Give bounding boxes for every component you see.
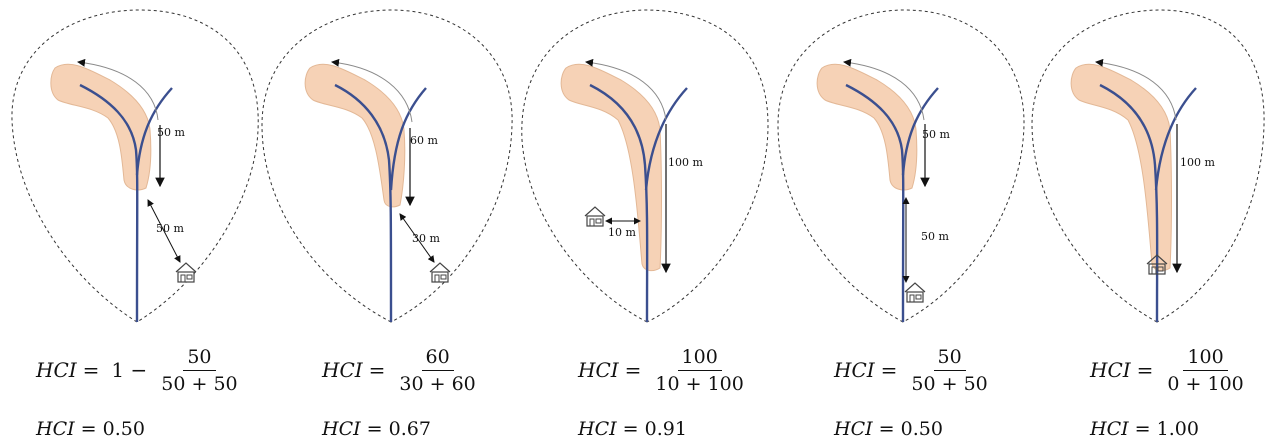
formula-numerator: 100 [677, 346, 722, 371]
formula-symbol: HCI [1090, 358, 1131, 382]
result-panel-1: HCI = 0.50 [36, 418, 145, 440]
formula-symbol: HCI [36, 358, 77, 382]
formula-fraction: 50 50 + 50 [907, 346, 991, 395]
stream-channel [589, 83, 649, 323]
formula-numerator: 50 [183, 346, 216, 371]
house-distance-arrow [399, 213, 435, 263]
stream-channel [79, 83, 139, 323]
flow-path-arrow [1095, 58, 1177, 121]
formula-numerator: 60 [421, 346, 454, 371]
panel-2: 60 m 30 m [261, 9, 513, 323]
flow-path-arrow [843, 58, 925, 121]
formula-numerator: 100 [1183, 346, 1228, 371]
formula-panel-3: HCI = 100 10 + 100 [578, 340, 748, 400]
upstream-distance-label: 100 m [1180, 156, 1215, 169]
house-icon [1146, 254, 1168, 275]
hci-value: 0.50 [900, 418, 943, 440]
house-icon [429, 262, 451, 283]
formula-fraction: 60 30 + 60 [395, 346, 479, 395]
formula-denominator: 0 + 100 [1167, 372, 1244, 395]
formula-denominator: 50 + 50 [911, 372, 988, 395]
panel-4: 50 m 50 m [777, 9, 1025, 323]
flow-path-arrow [331, 58, 413, 123]
hci-value: 0.91 [644, 418, 687, 440]
hci-value: 1.00 [1156, 418, 1199, 440]
formula-symbol: HCI [322, 358, 363, 382]
house-icon [584, 206, 606, 227]
stream-tributary [901, 87, 939, 176]
stream-tributary [389, 87, 427, 191]
landslide-deposit [560, 63, 662, 272]
formula-denominator: 30 + 60 [399, 372, 476, 395]
upstream-distance-label: 50 m [157, 126, 185, 139]
house-distance-arrow [147, 199, 181, 263]
catchment-boundary [261, 9, 513, 323]
flow-path-arrow [585, 58, 667, 121]
stream-tributary [1154, 87, 1197, 191]
formula-numerator: 50 [933, 346, 966, 371]
catchment-boundary [11, 9, 259, 323]
result-panel-4: HCI = 0.50 [834, 418, 943, 440]
result-panel-3: HCI = 0.91 [578, 418, 687, 440]
formula-panel-2: HCI = 60 30 + 60 [322, 340, 480, 400]
house-distance-label: 10 m [608, 226, 636, 239]
formula-denominator: 10 + 100 [655, 372, 744, 395]
formula-fraction: 100 10 + 100 [651, 346, 747, 395]
landslide-deposit [50, 63, 152, 191]
upstream-distance-label: 60 m [410, 134, 438, 147]
house-distance-label: 30 m [412, 232, 440, 245]
result-panel-2: HCI = 0.67 [322, 418, 431, 440]
formula-panel-1: HCI = 1 − 50 50 + 50 [36, 340, 242, 400]
formula-denominator: 50 + 50 [161, 372, 238, 395]
hci-value: 0.50 [102, 418, 145, 440]
result-panel-5: HCI = 1.00 [1090, 418, 1199, 440]
upstream-distance-label: 50 m [922, 128, 950, 141]
formula-panel-4: HCI = 50 50 + 50 [834, 340, 992, 400]
house-icon [904, 282, 926, 303]
panel-5: 100 m [1031, 9, 1265, 323]
landslide-deposit [816, 63, 918, 191]
upstream-distance-label: 100 m [668, 156, 703, 169]
panel-1: 50 m 50 m [11, 9, 259, 323]
formula-fraction: 50 50 + 50 [157, 346, 241, 395]
stream-tributary [644, 87, 688, 191]
catchment-panels: 50 m 50 m 60 m 30 m [11, 9, 1265, 323]
formula-lead: 1 − [111, 358, 148, 382]
catchment-boundary [521, 9, 769, 323]
formula-symbol: HCI [578, 358, 619, 382]
stream-channel [1099, 83, 1159, 323]
flow-path-arrow [77, 58, 159, 121]
stream-tributary [135, 87, 173, 176]
house-distance-label: 50 m [156, 222, 184, 235]
panel-3: 100 m 10 m [521, 9, 769, 323]
formula-fraction: 100 0 + 100 [1163, 346, 1247, 395]
formula-symbol: HCI [834, 358, 875, 382]
house-distance-label: 50 m [921, 230, 949, 243]
stream-channel [334, 83, 393, 323]
formula-panel-5: HCI = 100 0 + 100 [1090, 340, 1248, 400]
house-icon [175, 262, 197, 283]
hci-value: 0.67 [388, 418, 431, 440]
